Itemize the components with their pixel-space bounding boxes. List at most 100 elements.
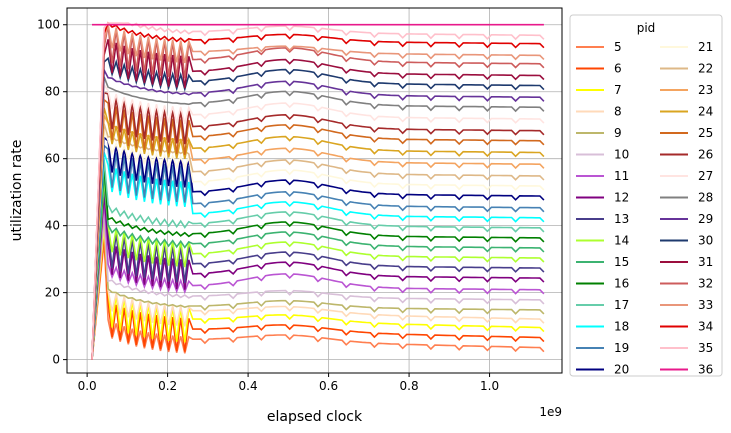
legend-item-36: 36	[660, 363, 713, 377]
legend-item-23: 23	[660, 83, 713, 97]
legend-item-32: 32	[660, 277, 713, 291]
legend-title: pid	[637, 21, 656, 35]
legend-item-16: 16	[576, 277, 629, 291]
series-line-15	[91, 172, 545, 360]
legend-label: 35	[698, 341, 713, 355]
legend-label: 20	[614, 363, 629, 377]
legend-item-11: 11	[576, 169, 629, 183]
legend: pid 5 6 7 8 9 10 11 12 13 14 15 16 17 18 19 20 21 22 23 24 2…	[569, 14, 723, 377]
legend-label: 18	[614, 320, 629, 334]
legend-item-27: 27	[660, 169, 713, 183]
series-line-18	[91, 152, 545, 360]
legend-label: 11	[614, 169, 629, 183]
series-line-6	[91, 234, 545, 360]
y-tick-label: 100	[37, 18, 60, 32]
series-lines	[91, 21, 545, 360]
legend-label: 15	[614, 255, 629, 269]
legend-item-9: 9	[576, 126, 622, 140]
series-line-24	[91, 107, 545, 360]
series-line-30	[91, 56, 545, 360]
legend-item-31: 31	[660, 255, 713, 269]
series-line-32	[91, 25, 545, 360]
series-line-13	[91, 186, 545, 360]
legend-label: 29	[698, 212, 713, 226]
series-line-11	[91, 201, 545, 360]
series-line-7	[91, 227, 545, 360]
legend-label: 9	[614, 126, 622, 140]
series-line-19	[91, 143, 545, 360]
legend-label: 34	[698, 320, 713, 334]
legend-item-21: 21	[660, 40, 713, 54]
series-line-8	[91, 222, 545, 360]
legend-label: 24	[698, 105, 713, 119]
legend-label: 33	[698, 298, 713, 312]
legend-item-19: 19	[576, 341, 629, 355]
series-line-34	[91, 21, 545, 360]
y-axis-label: utilization rate	[9, 140, 25, 242]
legend-label: 32	[698, 277, 713, 291]
x-tick-label: 0.0	[78, 379, 97, 393]
series-line-25	[91, 98, 545, 360]
legend-label: 13	[614, 212, 629, 226]
legend-item-33: 33	[660, 298, 713, 312]
y-tick-label: 60	[45, 152, 60, 166]
legend-item-7: 7	[576, 83, 622, 97]
y-tick-label: 0	[52, 353, 60, 367]
legend-label: 26	[698, 148, 713, 162]
legend-item-5: 5	[576, 40, 622, 54]
legend-label: 8	[614, 105, 622, 119]
x-axis-offset-label: 1e9	[539, 405, 562, 419]
series-line-12	[91, 193, 545, 360]
y-tick-label: 20	[45, 286, 60, 300]
x-tick-label: 0.6	[319, 379, 338, 393]
y-axis-ticks: 0 20 40 60 80 100	[37, 18, 67, 367]
series-line-14	[91, 179, 545, 360]
legend-item-8: 8	[576, 105, 622, 119]
x-tick-label: 0.2	[158, 379, 177, 393]
legend-item-26: 26	[660, 148, 713, 162]
legend-item-15: 15	[576, 255, 629, 269]
legend-item-10: 10	[576, 148, 629, 162]
legend-label: 25	[698, 126, 713, 140]
legend-item-28: 28	[660, 191, 713, 205]
legend-label: 21	[698, 40, 713, 54]
legend-label: 6	[614, 62, 622, 76]
legend-item-24: 24	[660, 105, 713, 119]
legend-label: 14	[614, 234, 629, 248]
legend-label: 12	[614, 191, 629, 205]
legend-item-13: 13	[576, 212, 629, 226]
legend-label: 19	[614, 341, 629, 355]
x-axis-label: elapsed clock	[267, 409, 363, 425]
series-line-27	[91, 82, 545, 360]
legend-label: 28	[698, 191, 713, 205]
series-line-9	[91, 215, 545, 360]
series-line-28	[91, 76, 545, 360]
series-line-5	[91, 241, 545, 360]
legend-item-35: 35	[660, 341, 713, 355]
legend-label: 16	[614, 277, 629, 291]
x-tick-label: 0.4	[239, 379, 258, 393]
legend-label: 31	[698, 255, 713, 269]
legend-item-30: 30	[660, 234, 713, 248]
y-tick-label: 80	[45, 85, 60, 99]
legend-label: 30	[698, 234, 713, 248]
series-line-29	[91, 66, 545, 360]
legend-label: 23	[698, 83, 713, 97]
series-line-16	[91, 166, 545, 360]
legend-label: 7	[614, 83, 622, 97]
legend-label: 10	[614, 148, 629, 162]
legend-item-12: 12	[576, 191, 629, 205]
legend-item-25: 25	[660, 126, 713, 140]
legend-label: 27	[698, 169, 713, 183]
legend-item-34: 34	[660, 320, 713, 334]
x-axis-ticks: 0.0 0.2 0.4 0.6 0.8 1.0	[78, 373, 499, 393]
legend-item-18: 18	[576, 320, 629, 334]
series-line-31	[91, 39, 545, 360]
series-line-35	[91, 22, 545, 360]
legend-items: 5 6 7 8 9 10 11 12 13 14 15 16 17 18 19 20 21 22 23 24 25 26 2…	[576, 40, 713, 377]
legend-label: 22	[698, 62, 713, 76]
legend-label: 17	[614, 298, 629, 312]
legend-item-14: 14	[576, 234, 629, 248]
series-line-33	[91, 23, 545, 360]
